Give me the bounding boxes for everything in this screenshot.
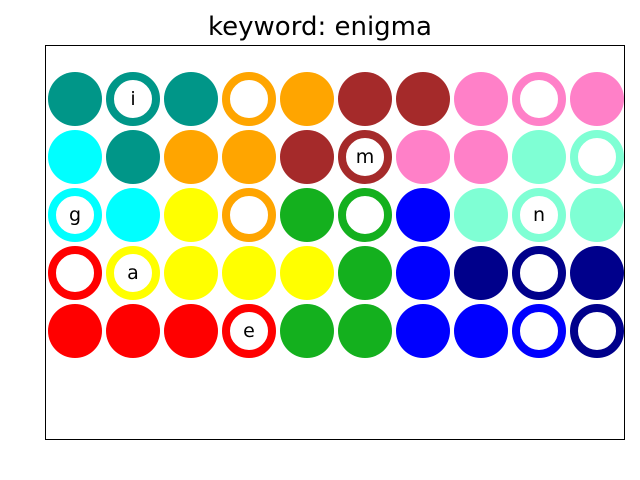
peg-filled: [454, 130, 508, 184]
peg-filled: [396, 304, 450, 358]
peg-letter: i: [130, 87, 136, 110]
peg-filled: [338, 246, 392, 300]
peg-board: i m g n a e: [45, 45, 625, 440]
peg-ring: g: [48, 188, 102, 242]
puzzle-title: keyword: enigma: [208, 12, 432, 42]
peg-filled: [280, 246, 334, 300]
peg-filled: [280, 72, 334, 126]
peg-filled: [570, 246, 624, 300]
peg-ring: [222, 188, 276, 242]
peg-letter: n: [532, 203, 546, 226]
peg-filled: [338, 72, 392, 126]
peg-ring: [512, 304, 566, 358]
peg-filled: [396, 130, 450, 184]
peg-filled: [280, 304, 334, 358]
peg-filled: [454, 246, 508, 300]
peg-filled: [164, 246, 218, 300]
peg-filled: [164, 304, 218, 358]
peg-filled: [222, 130, 276, 184]
peg-filled: [570, 72, 624, 126]
peg-filled: [454, 188, 508, 242]
peg-letter: e: [243, 319, 255, 342]
peg-filled: [280, 130, 334, 184]
peg-ring: [48, 246, 102, 300]
peg-ring: [570, 304, 624, 358]
peg-filled: [48, 130, 102, 184]
peg-ring: [338, 188, 392, 242]
peg-filled: [280, 188, 334, 242]
peg-ring: [222, 72, 276, 126]
peg-ring: i: [106, 72, 160, 126]
peg-filled: [396, 72, 450, 126]
peg-filled: [570, 188, 624, 242]
peg-filled: [48, 72, 102, 126]
peg-filled: [164, 130, 218, 184]
peg-filled: [338, 304, 392, 358]
peg-filled: [164, 72, 218, 126]
peg-filled: [222, 246, 276, 300]
peg-filled: [396, 188, 450, 242]
peg-filled: [106, 304, 160, 358]
peg-filled: [454, 72, 508, 126]
peg-letter: g: [68, 203, 82, 226]
peg-filled: [396, 246, 450, 300]
peg-ring: a: [106, 246, 160, 300]
peg-ring: e: [222, 304, 276, 358]
peg-ring: [570, 130, 624, 184]
peg-letter: a: [127, 261, 139, 284]
peg-ring: n: [512, 188, 566, 242]
peg-filled: [106, 130, 160, 184]
peg-ring: [512, 72, 566, 126]
peg-ring: m: [338, 130, 392, 184]
peg-filled: [106, 188, 160, 242]
peg-filled: [454, 304, 508, 358]
peg-filled: [164, 188, 218, 242]
peg-letter: m: [355, 145, 375, 168]
peg-ring: [512, 246, 566, 300]
peg-filled: [48, 304, 102, 358]
peg-filled: [512, 130, 566, 184]
